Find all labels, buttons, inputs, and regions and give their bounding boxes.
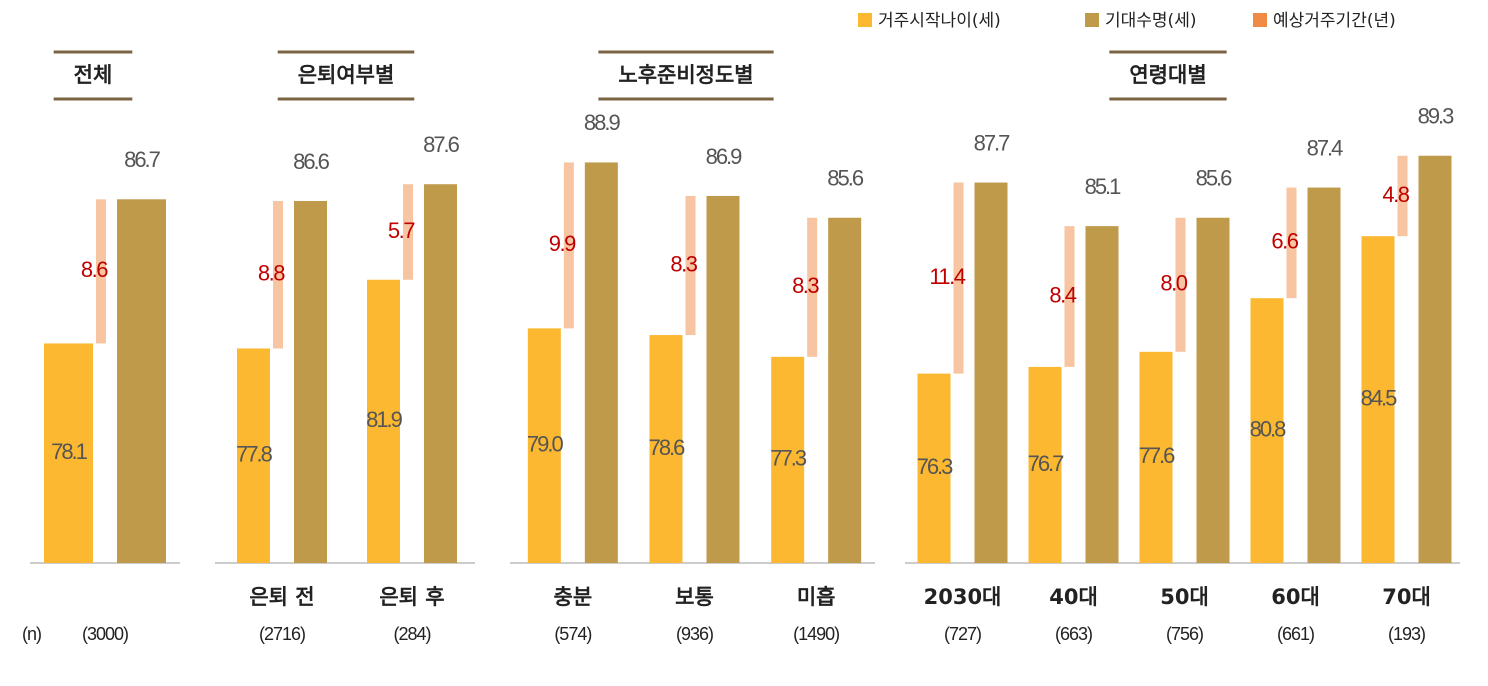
bar-life-expectancy — [424, 184, 457, 563]
duration-label: 8.0 — [1160, 271, 1187, 296]
sample-size: (574) — [554, 624, 591, 644]
sample-size: (661) — [1277, 624, 1314, 644]
legend-label: 기대수명(세) — [1105, 11, 1196, 31]
bar-duration — [96, 199, 106, 344]
bar-life-expectancy — [1085, 226, 1119, 563]
legend-label: 예상거주기간(년) — [1273, 11, 1396, 31]
value-label: 89.3 — [1418, 104, 1455, 129]
bar-life-expectancy — [1307, 187, 1341, 564]
sample-size: (3000) — [82, 624, 128, 644]
duration-label: 8.4 — [1049, 282, 1076, 307]
value-label: 84.5 — [1361, 385, 1398, 410]
panel-title: 노후준비정도별 — [618, 63, 753, 87]
bar-start-age — [367, 279, 400, 563]
bar-duration — [1397, 155, 1408, 237]
sample-size: (663) — [1055, 624, 1092, 644]
bar-start-age — [917, 373, 951, 563]
value-label: 87.7 — [974, 130, 1011, 155]
value-label: 86.7 — [124, 147, 161, 172]
duration-label: 6.6 — [1271, 229, 1298, 254]
bar-duration — [685, 195, 696, 336]
category-label: 60대 — [1271, 585, 1320, 609]
bar-duration — [1064, 226, 1075, 367]
legend-swatch — [1085, 13, 1099, 27]
category-label: 은퇴 전 — [249, 585, 314, 609]
bar-duration — [563, 162, 574, 329]
bar-life-expectancy — [1196, 217, 1230, 563]
bar-duration — [807, 217, 818, 357]
category-label: 충분 — [554, 585, 593, 609]
bar-start-age — [1139, 351, 1173, 563]
duration-label: 8.3 — [670, 251, 697, 276]
bar-duration — [403, 184, 413, 280]
bar-duration — [273, 200, 283, 349]
value-label: 81.9 — [366, 407, 403, 432]
category-label: 미흡 — [797, 585, 836, 609]
sample-size: (1490) — [793, 624, 839, 644]
sample-size: (727) — [944, 624, 981, 644]
value-label: 86.6 — [293, 149, 330, 174]
value-label: 85.1 — [1085, 174, 1122, 199]
duration-label: 8.6 — [81, 257, 108, 282]
sample-size: (756) — [1166, 624, 1203, 644]
bar-duration — [1175, 217, 1186, 352]
bar-life-expectancy — [706, 195, 740, 563]
category-label: 50대 — [1160, 585, 1209, 609]
bar-duration — [953, 182, 964, 374]
duration-label: 5.7 — [388, 218, 415, 243]
bar-life-expectancy — [974, 182, 1008, 563]
value-label: 80.8 — [1250, 416, 1287, 441]
value-label: 76.3 — [917, 454, 954, 479]
value-label: 87.4 — [1307, 135, 1344, 160]
value-label: 87.6 — [423, 132, 460, 157]
sample-size: (936) — [676, 624, 713, 644]
bar-start-age — [44, 343, 93, 563]
category-label: 보통 — [675, 585, 714, 609]
category-label: 70대 — [1382, 585, 1431, 609]
value-label: 85.6 — [1196, 166, 1233, 191]
bar-life-expectancy — [294, 200, 327, 563]
value-label: 86.9 — [706, 144, 743, 169]
bar-start-age — [771, 356, 805, 563]
value-label: 88.9 — [584, 110, 621, 135]
duration-label: 8.8 — [258, 261, 285, 286]
value-label: 77.3 — [770, 446, 807, 471]
panel-title: 전체 — [74, 63, 113, 87]
sample-size: (2716) — [259, 624, 305, 644]
bar-life-expectancy — [1418, 155, 1452, 563]
category-label: 40대 — [1049, 585, 1098, 609]
duration-label: 8.3 — [792, 273, 819, 298]
bar-life-expectancy — [117, 199, 166, 564]
category-label: 2030대 — [924, 585, 1002, 609]
bar-start-age — [527, 328, 561, 563]
value-label: 79.0 — [527, 431, 564, 456]
value-label: 77.8 — [236, 442, 273, 467]
legend-swatch — [1253, 13, 1267, 27]
bar-duration — [1286, 187, 1297, 299]
bar-start-age — [649, 335, 683, 563]
bar-start-age — [237, 348, 270, 563]
category-label: 은퇴 후 — [379, 585, 444, 609]
bar-life-expectancy — [584, 162, 618, 563]
bar-start-age — [1250, 298, 1284, 563]
bar-start-age — [1361, 236, 1395, 563]
duration-label: 11.4 — [929, 264, 965, 289]
value-label: 78.1 — [51, 439, 88, 464]
n-label: (n) — [22, 624, 41, 644]
legend-label: 거주시작나이(세) — [878, 11, 1001, 31]
bar-start-age — [1028, 366, 1062, 563]
value-label: 85.6 — [827, 166, 864, 191]
value-label: 78.6 — [649, 435, 686, 460]
legend-swatch — [858, 13, 872, 27]
sample-size: (193) — [1388, 624, 1425, 644]
panel-title: 연령대별 — [1129, 63, 1206, 87]
bar-life-expectancy — [828, 217, 862, 563]
duration-label: 4.8 — [1382, 182, 1409, 207]
duration-label: 9.9 — [549, 231, 576, 256]
panel-title: 은퇴여부별 — [298, 63, 395, 87]
value-label: 76.7 — [1028, 451, 1065, 476]
sample-size: (284) — [393, 624, 430, 644]
value-label: 77.6 — [1139, 443, 1176, 468]
